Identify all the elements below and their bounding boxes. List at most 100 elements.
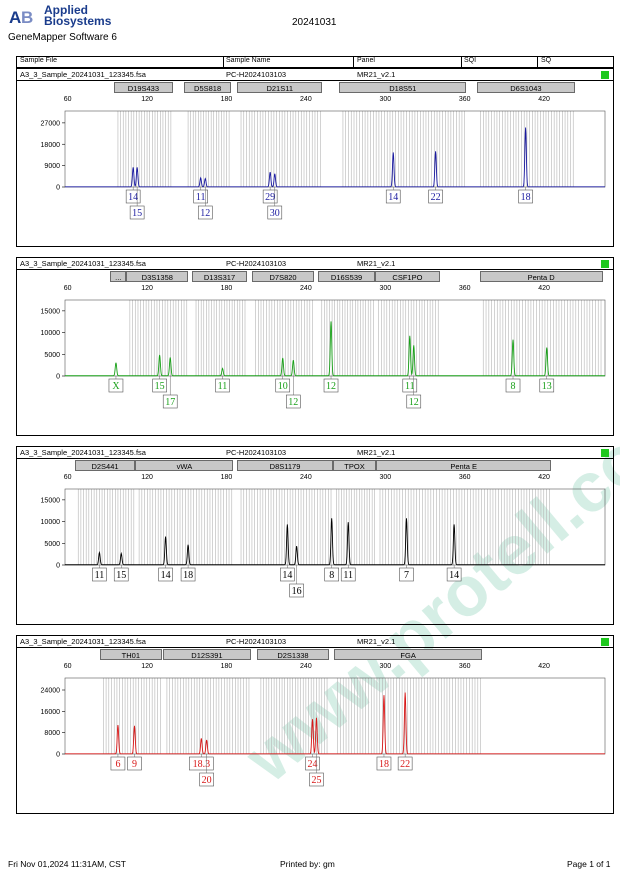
allele-label[interactable]: 29 xyxy=(262,187,278,204)
sample-panel: MR21_v2.1 xyxy=(357,259,396,268)
marker-bar[interactable]: D5S818 xyxy=(184,82,231,93)
allele-text: 18 xyxy=(521,192,531,203)
allele-label[interactable]: 11 xyxy=(340,565,356,582)
x-tick-label: 180 xyxy=(221,474,233,481)
allele-label[interactable]: 14 xyxy=(280,565,295,582)
x-tick-label: 420 xyxy=(538,285,550,292)
marker-bar[interactable]: D16S539 xyxy=(318,271,376,282)
marker-bar[interactable]: D19S433 xyxy=(114,82,173,93)
allele-label[interactable]: 14 xyxy=(158,565,173,582)
marker-bar[interactable]: D7S820 xyxy=(251,271,315,282)
allele-label[interactable]: 24 xyxy=(305,754,320,771)
allele-label[interactable]: 8 xyxy=(505,376,521,393)
marker-bar[interactable]: CSF1PO xyxy=(375,271,440,282)
allele-text: 22 xyxy=(431,192,441,203)
sample-sample-file: A3_3_Sample_20241031_123345.fsa xyxy=(20,448,146,457)
allele-label[interactable]: 30 xyxy=(267,187,283,220)
marker-bar[interactable]: ... xyxy=(110,271,127,282)
svg-text:B: B xyxy=(21,8,33,27)
marker-bar[interactable]: Penta E xyxy=(376,460,552,471)
marker-bar[interactable]: D8S1179 xyxy=(237,460,333,471)
allele-label[interactable]: 13 xyxy=(539,376,555,393)
marker-bar[interactable]: vWA xyxy=(135,460,234,471)
allele-label[interactable]: 18 xyxy=(376,754,392,771)
allele-label[interactable]: 16 xyxy=(289,565,304,598)
allele-label[interactable]: 7 xyxy=(399,565,414,582)
allele-label[interactable]: X xyxy=(108,376,124,393)
trace-line xyxy=(65,127,605,188)
allele-label[interactable]: 15 xyxy=(152,376,167,393)
sample-sample-name: PC-H2024103103 xyxy=(226,259,287,268)
allele-label[interactable]: 12 xyxy=(197,187,213,220)
allele-text: 18 xyxy=(183,570,193,581)
marker-bar[interactable]: D18S51 xyxy=(339,82,467,93)
marker-bar[interactable]: TH01 xyxy=(99,649,162,660)
allele-text: 11 xyxy=(405,381,415,392)
brand-line-2: Biosystems xyxy=(44,14,112,28)
allele-label[interactable]: 9 xyxy=(127,754,142,771)
marker-bar[interactable]: D12S391 xyxy=(163,649,251,660)
allele-label[interactable]: 10 xyxy=(275,376,291,393)
allele-text: 8 xyxy=(511,381,516,392)
allele-text: 20 xyxy=(202,775,212,786)
allele-text: 30 xyxy=(270,208,280,219)
allele-label[interactable]: 14 xyxy=(125,187,141,204)
sample-sample-name: PC-H2024103103 xyxy=(226,637,287,646)
marker-bar[interactable]: FGA xyxy=(334,649,483,660)
col-panel: Panel xyxy=(357,57,375,64)
marker-bar[interactable]: D2S441 xyxy=(74,460,136,471)
allele-label[interactable]: 14 xyxy=(385,187,401,204)
allele-label[interactable]: 17 xyxy=(162,376,178,409)
allele-label[interactable]: 12 xyxy=(323,376,339,393)
allele-label[interactable]: 8 xyxy=(324,565,339,582)
allele-label[interactable]: 18 xyxy=(180,565,196,582)
marker-bar[interactable]: Penta D xyxy=(479,271,603,282)
y-tick-label: 10000 xyxy=(41,330,61,337)
allele-text: 24 xyxy=(308,759,318,770)
sample-info-row: A3_3_Sample_20241031_123345.fsa PC-H20241… xyxy=(17,447,613,459)
allele-label[interactable]: 11 xyxy=(193,187,208,204)
allele-label[interactable]: 22 xyxy=(428,187,443,204)
sample-sample-file: A3_3_Sample_20241031_123345.fsa xyxy=(20,70,146,79)
allele-label[interactable]: 22 xyxy=(397,754,413,771)
allele-label[interactable]: 12 xyxy=(406,376,422,409)
marker-bar[interactable]: D3S1358 xyxy=(126,271,189,282)
x-tick-label: 120 xyxy=(141,285,153,292)
allele-text: 10 xyxy=(278,381,288,392)
y-tick-label: 18000 xyxy=(41,142,61,149)
allele-label[interactable]: 11 xyxy=(92,565,107,582)
allele-text: 15 xyxy=(132,208,142,219)
brand-name: Applied Biosystems xyxy=(44,4,112,28)
allele-label[interactable]: 11 xyxy=(402,376,418,393)
allele-text: 9 xyxy=(132,759,137,770)
allele-label[interactable]: 20 xyxy=(199,754,214,787)
allele-bins xyxy=(117,111,574,187)
marker-bar[interactable]: D6S1043 xyxy=(476,82,575,93)
allele-label[interactable]: 15 xyxy=(113,565,129,582)
marker-bar[interactable]: TPOX xyxy=(332,460,377,471)
allele-label[interactable]: 6 xyxy=(110,754,126,771)
allele-label[interactable]: 12 xyxy=(286,376,301,409)
allele-text: 8 xyxy=(329,570,334,581)
x-tick-label: 360 xyxy=(459,96,471,103)
allele-text: 14 xyxy=(282,570,292,581)
sample-info-row: A3_3_Sample_20241031_123345.fsa PC-H20241… xyxy=(17,258,613,270)
allele-label[interactable]: 11 xyxy=(215,376,230,393)
electropherogram-blue: A3_3_Sample_20241031_123345.fsa PC-H20241… xyxy=(16,68,614,247)
chart-svg: 60 120 180 240 300 360 420 0 9000 18000 27000 14 15 1… xyxy=(41,96,606,220)
marker-bar[interactable]: D2S1338 xyxy=(257,649,329,660)
y-tick-label: 5000 xyxy=(44,541,60,548)
allele-label[interactable]: 25 xyxy=(309,754,324,787)
printed-by: Printed by: gm xyxy=(280,859,335,869)
allele-label[interactable]: 18.3 xyxy=(189,754,214,771)
marker-bar[interactable]: D21S11 xyxy=(237,82,323,93)
allele-label[interactable]: 18 xyxy=(518,187,533,204)
allele-label[interactable]: 15 xyxy=(129,187,145,220)
y-tick-label: 0 xyxy=(56,374,60,381)
allele-label[interactable]: 14 xyxy=(446,565,462,582)
x-tick-label: 240 xyxy=(300,474,312,481)
x-tick-label: 180 xyxy=(221,285,233,292)
y-tick-label: 27000 xyxy=(41,120,61,127)
quality-flag-icon xyxy=(601,449,609,457)
marker-bar[interactable]: D13S317 xyxy=(192,271,247,282)
